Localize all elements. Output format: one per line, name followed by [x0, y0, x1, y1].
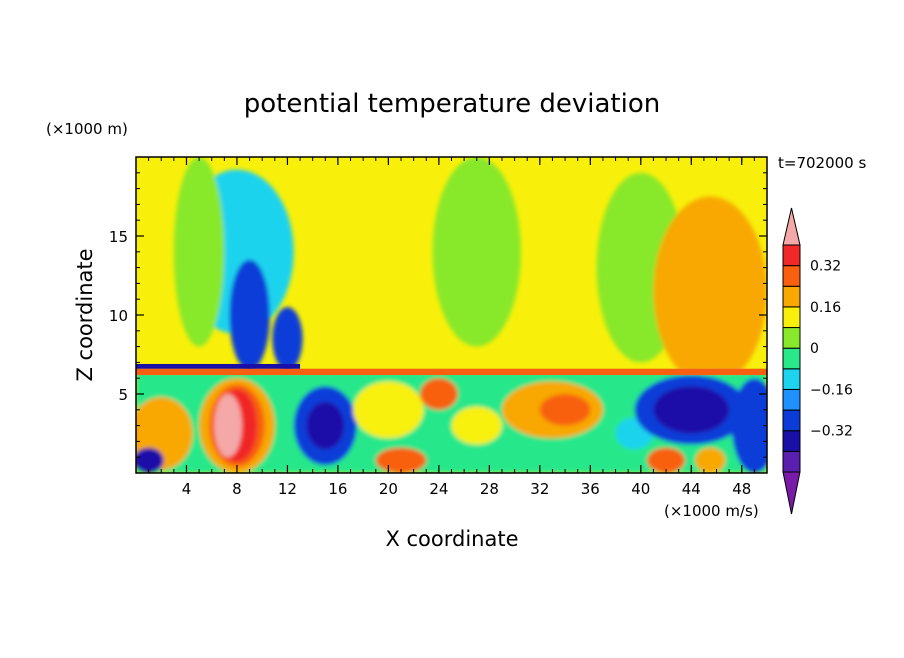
colorbar-label: 0: [810, 341, 819, 357]
colorbar-swatch: [782, 388, 801, 411]
contour-region: [136, 363, 301, 369]
colorbar-swatch: [782, 347, 801, 370]
contour-region: [432, 157, 521, 347]
colorbar-label: −0.32: [810, 424, 853, 440]
contour-region: [353, 381, 424, 439]
contour-region: [731, 378, 767, 473]
contour-region: [306, 401, 345, 450]
y-tick-label: 15: [109, 228, 128, 246]
y-tick-label: 10: [109, 307, 128, 325]
x-tick-label: 20: [379, 480, 398, 498]
x-tick-label: 48: [732, 480, 751, 498]
x-axis-ticks: 4 8 12 16 20 24 28 32 36 40 44 48: [135, 157, 768, 498]
contour-region: [272, 307, 303, 371]
contour-region: [173, 157, 225, 347]
contour-region: [136, 447, 164, 473]
y-axis-label: Z coordinate: [73, 248, 97, 381]
colorbar-swatch: [782, 244, 801, 267]
y-unit-label: (×1000 m): [46, 120, 128, 138]
contour-fill: [136, 157, 767, 473]
y-axis-ticks: 5 10 15: [109, 156, 767, 474]
contour-region: [136, 368, 767, 376]
colorbar: 0.32 0.16 0 −0.16 −0.32: [782, 207, 853, 515]
colorbar-bottom-arrow: [782, 471, 801, 515]
contour-regions: [136, 157, 767, 473]
colorbar-swatch: [782, 368, 801, 390]
contour-region: [695, 447, 726, 473]
contour-region: [653, 196, 767, 387]
x-tick-label: 28: [480, 480, 499, 498]
contour-region: [451, 406, 502, 445]
colorbar-swatch: [782, 450, 801, 473]
x-tick-label: 44: [682, 480, 701, 498]
colorbar-swatch: [782, 306, 801, 329]
x-tick-label: 24: [429, 480, 448, 498]
x-tick-label: 32: [530, 480, 549, 498]
colorbar-swatch: [782, 409, 801, 432]
x-tick-label: 36: [581, 480, 600, 498]
contour-region: [539, 394, 591, 426]
contour-region: [214, 394, 243, 458]
x-tick-label: 40: [631, 480, 650, 498]
chart-title: potential temperature deviation: [244, 89, 660, 119]
colorbar-label: −0.16: [810, 382, 853, 398]
x-axis-label: X coordinate: [385, 527, 518, 551]
colorbar-swatch: [782, 430, 801, 452]
colorbar-swatch: [782, 327, 801, 349]
x-tick-label: 16: [328, 480, 347, 498]
contour-region: [229, 259, 270, 371]
colorbar-swatch: [782, 265, 801, 287]
x-tick-label: 4: [182, 480, 192, 498]
x-unit-label: (×1000 m/s): [664, 502, 759, 520]
colorbar-swatch: [782, 285, 801, 308]
contour-region: [419, 378, 458, 410]
x-tick-label: 8: [232, 480, 242, 498]
contour-region: [653, 386, 730, 434]
colorbar-label: 0.32: [810, 259, 841, 275]
time-label: t=702000 s: [778, 154, 866, 172]
x-tick-label: 12: [278, 480, 297, 498]
colorbar-label: 0.16: [810, 300, 841, 316]
colorbar-top-arrow: [782, 207, 801, 246]
y-tick-label: 5: [118, 386, 128, 404]
contour-region: [647, 447, 685, 473]
